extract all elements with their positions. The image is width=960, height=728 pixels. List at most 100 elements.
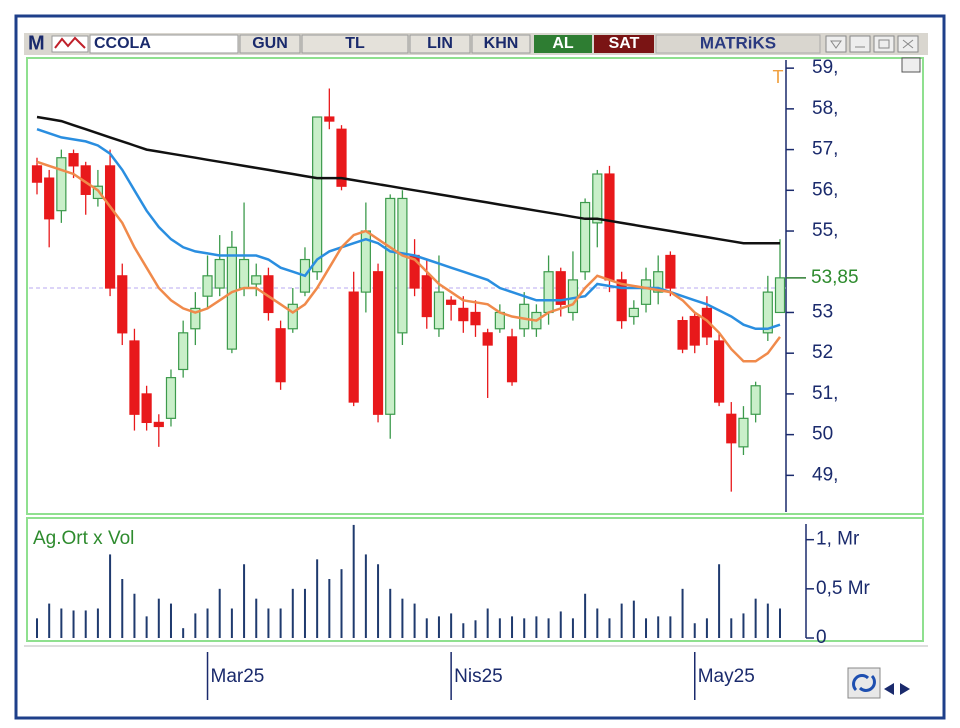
- brand: MATRiKS: [700, 33, 776, 52]
- candle-body: [178, 332, 189, 371]
- x-tick-label: Mar25: [211, 666, 265, 687]
- candle-body: [104, 165, 116, 289]
- buy-button[interactable]: [534, 35, 592, 53]
- toolbar-button-label[interactable]: LIN: [427, 35, 453, 52]
- volume-bar: [303, 588, 306, 638]
- candle-body: [604, 173, 615, 281]
- candle-body: [238, 258, 250, 289]
- nav-buttons[interactable]: [847, 667, 910, 699]
- candle-body: [458, 307, 469, 322]
- y-tick-label: 0,5 Mr: [816, 578, 871, 599]
- volume-bar: [450, 613, 453, 638]
- candle-body: [482, 332, 493, 346]
- volume-bar: [267, 608, 270, 638]
- toolbar-button-label[interactable]: TL: [345, 35, 365, 52]
- candle-body: [397, 197, 408, 334]
- y-tick-label: 57,: [812, 139, 838, 160]
- volume-bar: [401, 598, 404, 638]
- volume-bar: [596, 608, 599, 638]
- sell-button[interactable]: [594, 35, 654, 53]
- candle-body: [446, 299, 457, 305]
- y-tick-label: 0: [816, 627, 827, 648]
- candle-body: [519, 303, 530, 330]
- volume-bar: [182, 628, 185, 638]
- price-panel: [26, 57, 924, 515]
- symbol-icon: [51, 35, 89, 53]
- candle-body: [190, 307, 201, 330]
- candle-body: [226, 246, 237, 350]
- candle-body: [275, 328, 286, 383]
- candle-body: [555, 271, 566, 305]
- candle-body: [506, 336, 518, 383]
- volume-bar: [169, 603, 172, 638]
- symbol[interactable]: CCOLA: [94, 35, 151, 52]
- candle-body: [494, 311, 505, 330]
- buy-label[interactable]: AL: [552, 35, 574, 52]
- volume-bar: [133, 593, 136, 638]
- volume-bar: [632, 600, 635, 638]
- volume-bar: [48, 603, 51, 638]
- panel-title: Ag.Ort x Vol: [33, 528, 134, 549]
- volume-bar: [486, 608, 489, 638]
- volume-bar: [705, 618, 708, 638]
- candle-body: [129, 340, 140, 415]
- toolbar-button-label[interactable]: KHN: [484, 35, 519, 52]
- volume-bar: [547, 618, 550, 638]
- volume-bar: [352, 524, 355, 638]
- y-tick-label: 51,: [812, 383, 838, 404]
- candle-body: [713, 340, 725, 403]
- candle-body: [726, 413, 737, 444]
- volume-bar: [657, 616, 660, 638]
- candle-body: [677, 320, 688, 350]
- x-tick-label: Nis25: [454, 666, 503, 687]
- candle-body: [348, 291, 359, 403]
- volume-bar: [316, 559, 319, 638]
- y-tick-label: 53: [812, 301, 833, 322]
- toolbar-button[interactable]: [301, 34, 409, 54]
- window-buttons[interactable]: [825, 35, 919, 53]
- volume-bar: [194, 613, 197, 638]
- candle-body: [628, 307, 639, 318]
- toolbar-button-label[interactable]: GUN: [252, 35, 288, 52]
- volume-bar: [121, 579, 124, 638]
- volume-bar: [754, 598, 757, 638]
- candle-body: [372, 271, 384, 415]
- y-tick-label: 55,: [812, 220, 838, 241]
- volume-bar: [206, 608, 209, 638]
- volume-bar: [340, 569, 343, 638]
- volume-bar: [766, 603, 769, 638]
- brand-box: [655, 34, 821, 54]
- candle-body: [470, 311, 481, 326]
- candle-body: [616, 279, 627, 322]
- volume-bar: [474, 620, 477, 638]
- volume-bar: [693, 623, 696, 638]
- volume-bar: [145, 616, 148, 638]
- candle-body: [640, 279, 652, 305]
- y-tick-label: 58,: [812, 98, 838, 119]
- candle-body: [214, 258, 225, 289]
- candle-body: [543, 271, 554, 314]
- volume-bar: [84, 610, 87, 638]
- volume-bar: [730, 618, 733, 638]
- volume-bar: [377, 564, 380, 638]
- moving-average-line: [36, 160, 782, 363]
- volume-bar: [559, 611, 562, 638]
- volume-bar: [255, 598, 258, 638]
- toolbar-button[interactable]: [409, 34, 471, 54]
- volume-bar: [462, 623, 465, 638]
- sell-label[interactable]: SAT: [609, 35, 640, 52]
- toolbar-button[interactable]: [471, 34, 531, 54]
- volume-bar: [620, 603, 623, 638]
- panel-button[interactable]: [901, 57, 921, 73]
- volume-bar: [742, 613, 745, 638]
- candle-body: [202, 275, 213, 297]
- volume-bar: [96, 608, 99, 638]
- volume-bar: [36, 618, 38, 638]
- volume-bar: [645, 618, 648, 638]
- toolbar-button[interactable]: [239, 34, 301, 54]
- candle-body: [56, 157, 67, 212]
- y-tick-label: 56,: [812, 179, 838, 200]
- candle-body: [336, 128, 347, 187]
- symbol-box[interactable]: [89, 34, 239, 54]
